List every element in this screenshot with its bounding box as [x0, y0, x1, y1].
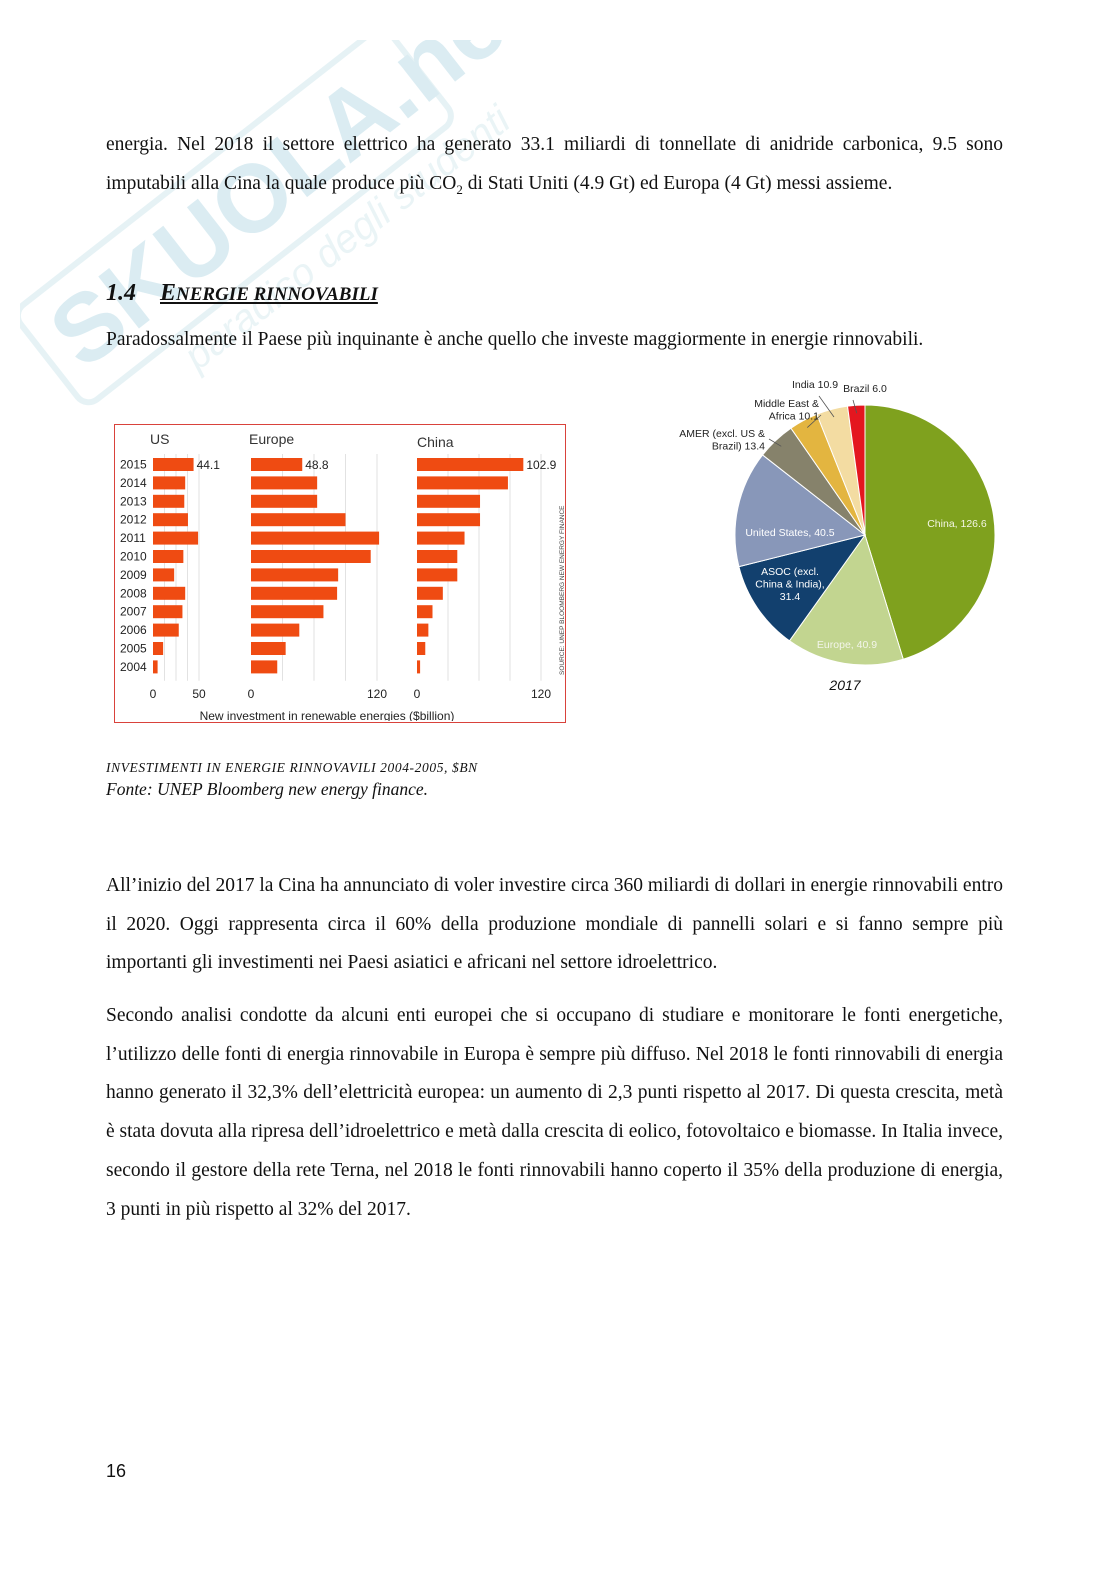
bar-year-label: 2006: [120, 623, 147, 637]
bar: [251, 531, 380, 545]
bar-year-label: 2004: [120, 660, 147, 674]
bar: [251, 586, 338, 600]
bar-source-label: SOURCE: UNEP BLOOMBERG NEW ENERGY FINANC…: [559, 505, 564, 675]
bar-year-label: 2008: [120, 586, 147, 600]
pie-leader-line: [807, 414, 822, 428]
pie-title: 2017: [828, 677, 861, 693]
bar: [417, 458, 524, 471]
bar: [417, 586, 443, 600]
bar-year-label: 2015: [120, 458, 147, 472]
pie-leader-line: [818, 395, 835, 418]
bar: [251, 458, 303, 471]
pie-slice: [738, 534, 867, 642]
bar: [251, 494, 318, 508]
bar-tick-label: 50: [192, 687, 206, 701]
pie-slice-label: China, 126.6: [927, 518, 987, 530]
bar: [417, 513, 481, 527]
bar-year-label: 2010: [120, 550, 147, 564]
bar-year-label: 2009: [120, 568, 147, 582]
pie-slice: [846, 404, 866, 536]
bar: [251, 568, 339, 582]
paragraph-renewables: Paradossalmente il Paese più inquinante …: [106, 329, 924, 350]
page-number: 16: [106, 1461, 127, 1481]
bar: [251, 550, 371, 563]
bar: [153, 623, 179, 637]
bar: [153, 550, 184, 563]
bar: [153, 513, 188, 527]
pie-slice-label: Brazil 6.0: [843, 383, 887, 395]
pie-slice: [788, 533, 904, 666]
bar-x-axis-label: New investment in renewable energies ($b…: [200, 709, 455, 721]
bar-tick-label: 120: [531, 687, 551, 701]
bar: [153, 568, 175, 582]
section-heading: 1.4 ENERGIE RINNOVABILI: [106, 280, 378, 307]
paragraph-intro: energia. Nel 2018 il settore elettrico h…: [106, 134, 1003, 197]
section-number: 1.4: [106, 280, 136, 306]
bar: [251, 605, 324, 619]
investment-bar-chart: 2015 2014 2013 2012 2011 2010 2009 2008 2007 2006…: [114, 424, 566, 723]
bar: [417, 605, 433, 619]
bar: [417, 623, 429, 637]
bar: [417, 494, 481, 508]
bar: [153, 586, 186, 600]
bar-tick-label: 0: [248, 687, 255, 701]
bar: [251, 513, 346, 527]
pie-slice-label: United States, 40.5: [745, 527, 834, 539]
bar: [153, 642, 164, 655]
bar: [251, 623, 300, 637]
bar-panel-title: Europe: [249, 431, 294, 447]
bar: [251, 660, 278, 674]
bar: [153, 494, 185, 508]
bar-tick-label: 0: [150, 687, 157, 701]
pie-leader-line: [768, 438, 782, 447]
bar: [417, 568, 458, 582]
pie-slice-label: AMER (excl. US & Brazil) 13.4: [679, 428, 765, 453]
investment-pie-chart: China, 126.6 Europe, 40.9 ASOC (excl. China…: [665, 372, 1005, 702]
pie-slice: [734, 454, 867, 568]
bar-year-label: 2011: [120, 531, 146, 545]
bar-year-label: 2014: [120, 476, 147, 490]
pie-chart-svg: China, 126.6 Europe, 40.9 ASOC (excl. China…: [679, 379, 996, 693]
paragraph-europe-italy: Secondo analisi condotte da alcuni enti …: [106, 1005, 1003, 1220]
pie-slice-label: India 10.9: [792, 379, 838, 391]
bar-chart-svg: 2015 2014 2013 2012 2011 2010 2009 2008 2007 2006…: [120, 431, 566, 723]
section-title: ENERGIE RINNOVABILI: [160, 280, 378, 306]
bar-panel-title: China: [417, 434, 454, 450]
figure-source: Fonte: UNEP Bloomberg new energy finance…: [106, 779, 429, 799]
bar-year-label: 2012: [120, 513, 147, 527]
pie-slice-label: Middle East & Africa 10.1: [754, 398, 819, 423]
pie-slice: [864, 404, 996, 660]
bar: [417, 550, 458, 563]
bar: [153, 458, 194, 471]
bar: [417, 476, 508, 490]
bar-panel-title: US: [150, 431, 169, 447]
bar-value-label: 102.9: [526, 458, 556, 472]
bar: [153, 660, 158, 674]
bar-tick-label: 0: [414, 687, 421, 701]
figure-caption: INVESTIMENTI IN ENERGIE RINNOVAVILI 2004…: [106, 760, 478, 775]
bar: [251, 476, 318, 490]
bar-year-label: 2007: [120, 605, 147, 619]
bar-year-label: 2005: [120, 642, 147, 656]
bar-tick-label: 120: [367, 687, 387, 701]
paragraph-china-investment: All’inizio del 2017 la Cina ha annunciat…: [106, 875, 1003, 974]
pie-slice-label: Europe, 40.9: [817, 639, 877, 651]
bar-year-label: 2013: [120, 494, 147, 508]
bar: [417, 531, 465, 545]
bar: [153, 531, 199, 545]
bar: [153, 605, 183, 619]
bar: [417, 642, 426, 655]
pie-slice-label: ASOC (excl. China & India), 31.4: [755, 566, 824, 603]
bar: [251, 642, 286, 655]
bar-value-label: 44.1: [197, 458, 221, 472]
bar-value-label: 48.8: [305, 458, 329, 472]
watermark-logo: SKUOLA.net paradiso degli studenti: [20, 40, 540, 406]
bar: [417, 660, 421, 674]
bar: [153, 476, 186, 490]
pie-leader-line: [852, 399, 858, 414]
